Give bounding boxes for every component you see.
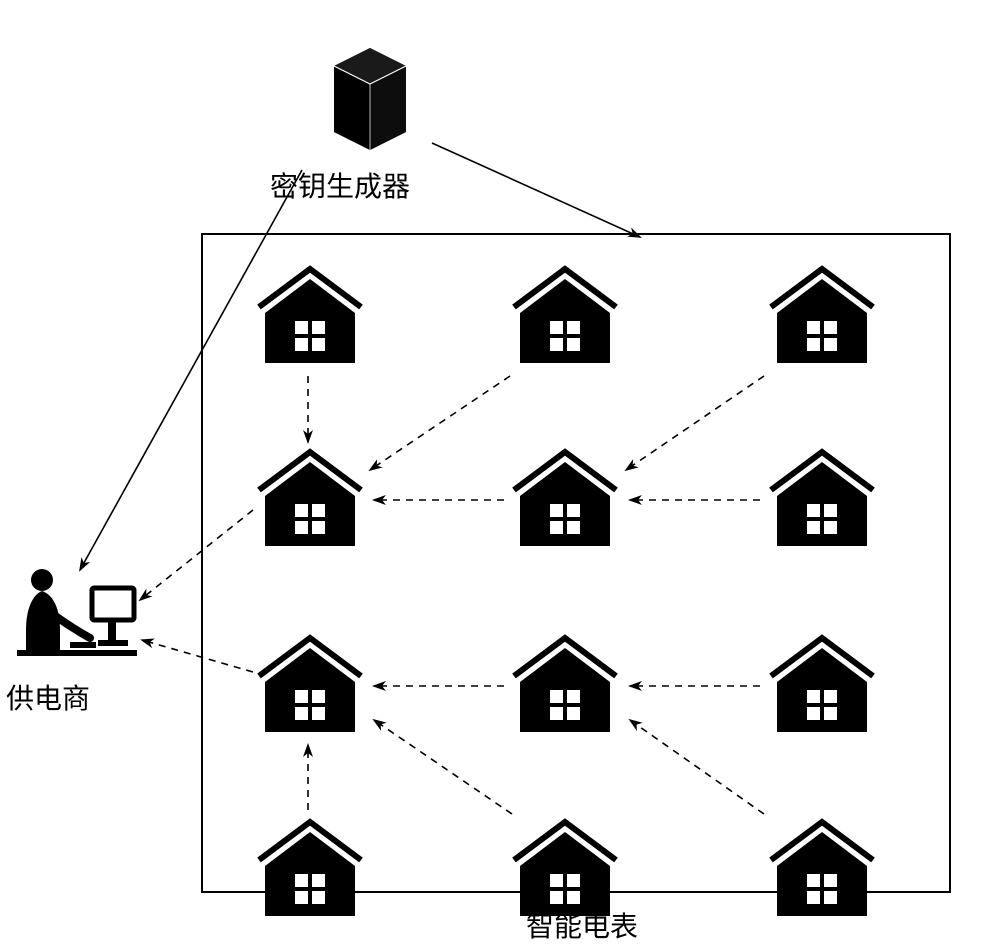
house-r1c3 (767, 265, 877, 365)
diagram-stage: { "canvas": { "width": 1000, "height": 9… (0, 0, 1000, 949)
label-key-generator: 密钥生成器 (270, 165, 410, 205)
label-supplier: 供电商 (6, 677, 90, 717)
house-r4c1 (255, 818, 365, 918)
house-r1c1 (255, 265, 365, 365)
house-r4c3 (767, 818, 877, 918)
house-r3c3 (767, 634, 877, 734)
house-r2c2 (510, 448, 620, 548)
house-r4c2 (510, 818, 620, 918)
house-r1c2 (510, 265, 620, 365)
house-r3c1 (255, 634, 365, 734)
cube-icon (310, 30, 430, 150)
supplier-icon (12, 560, 142, 670)
house-r2c1 (255, 448, 365, 548)
house-r2c3 (767, 448, 877, 548)
house-r3c2 (510, 634, 620, 734)
